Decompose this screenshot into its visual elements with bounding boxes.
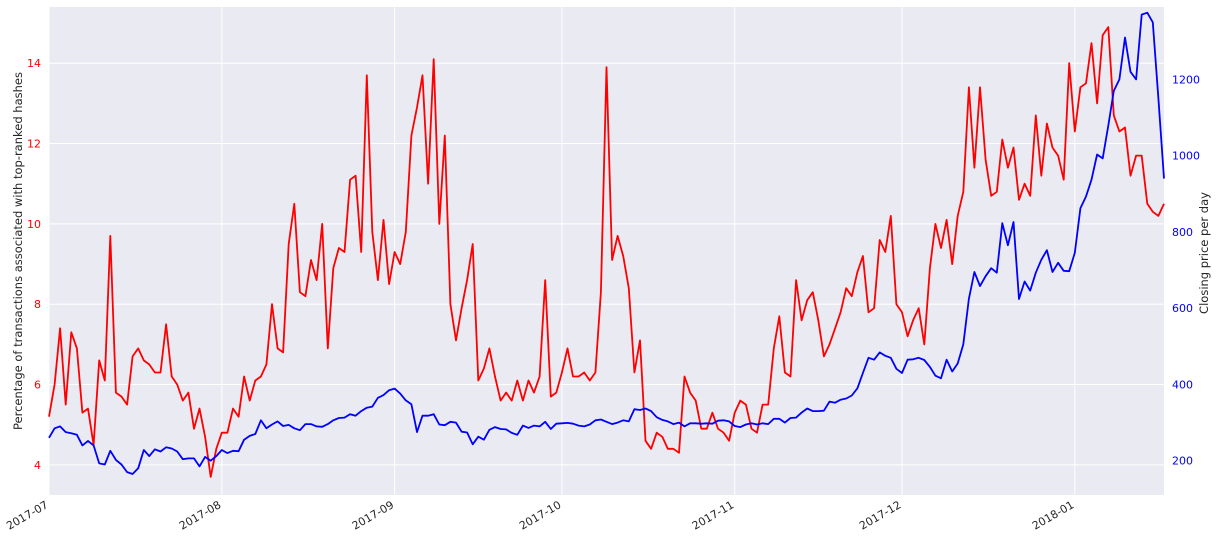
- x-tick-label: 2017-08: [177, 498, 223, 532]
- x-axis-ticks: 2017-07 2017-08 2017-09 2017-10 2017-11 2017-…: [4, 498, 1076, 532]
- y-right-tick-label: 400: [1172, 378, 1193, 391]
- y-left-tick-label: 14: [27, 57, 41, 70]
- y-left-tick-label: 6: [34, 379, 41, 392]
- series-line-right-axis: [48, 11, 1165, 475]
- y-left-tick-label: 12: [27, 138, 41, 151]
- y-left-tick-label: 4: [34, 459, 41, 472]
- series-layer: [48, 11, 1165, 478]
- y-right-tick-label: 1000: [1172, 150, 1200, 163]
- left-axis-ticks: 4 6 8 10 12 14: [27, 57, 41, 472]
- right-axis-ticks: 200 400 600 800 1000 1200: [1172, 73, 1200, 467]
- x-tick-label: 2017-12: [857, 498, 903, 532]
- x-tick-label: 2017-11: [690, 498, 736, 532]
- y-right-tick-label: 800: [1172, 226, 1193, 239]
- y-left-axis-label: Percentage of transactions associated wi…: [11, 72, 25, 430]
- x-tick-label: 2017-10: [517, 498, 563, 532]
- y-right-tick-label: 600: [1172, 302, 1193, 315]
- y-right-axis-label: Closing price per day: [1197, 192, 1211, 314]
- x-tick-label: 2017-07: [4, 498, 50, 532]
- x-tick-label: 2017-09: [350, 498, 396, 532]
- series-line-left-axis: [48, 26, 1165, 478]
- y-right-tick-label: 1200: [1172, 73, 1200, 86]
- y-left-tick-label: 8: [34, 298, 41, 311]
- y-left-tick-label: 10: [27, 218, 41, 231]
- y-right-tick-label: 200: [1172, 455, 1193, 468]
- x-tick-label: 2018-01: [1030, 498, 1076, 532]
